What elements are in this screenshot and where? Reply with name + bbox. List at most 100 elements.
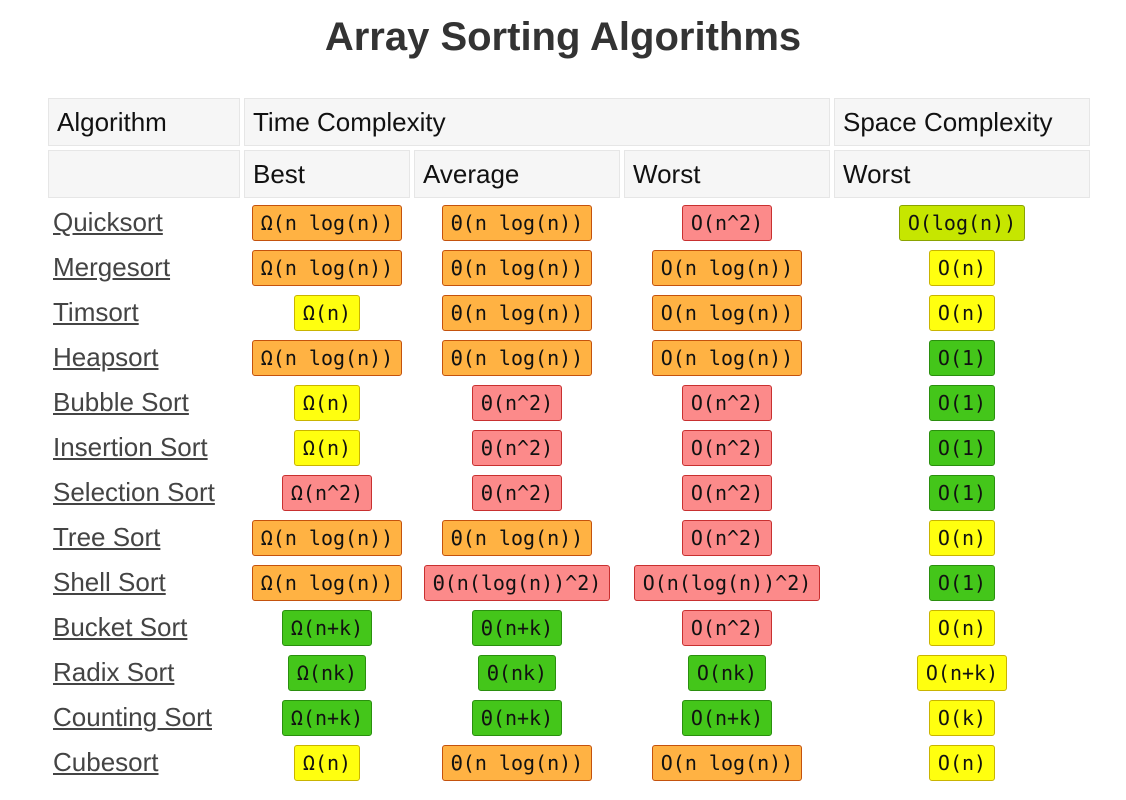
best-case-cell: Ω(n+k)	[244, 697, 410, 738]
algorithm-link-selection-sort[interactable]: Selection Sort	[53, 477, 215, 507]
average-case-badge: Θ(n log(n))	[441, 249, 593, 286]
table-row-cubesort: Cubesort Ω(n) Θ(n log(n)) O(n log(n)) O(n)	[48, 742, 1090, 783]
best-case-badge: Ω(n log(n))	[251, 339, 403, 376]
table-row-radix-sort: Radix Sort Ω(nk) Θ(nk) O(nk) O(n+k)	[48, 652, 1090, 693]
worst-case-badge: O(n(log(n))^2)	[633, 564, 821, 601]
space-worst-case-badge: O(1)	[928, 384, 996, 421]
worst-case-badge: O(n log(n))	[651, 249, 803, 286]
table-row-quicksort: Quicksort Ω(n log(n)) Θ(n log(n)) O(n^2) O(l…	[48, 202, 1090, 243]
best-case-badge: Ω(n log(n))	[251, 204, 403, 241]
best-case-cell: Ω(n)	[244, 292, 410, 333]
space-worst-case-cell: O(n)	[834, 292, 1090, 333]
algorithm-cell: Selection Sort	[48, 472, 240, 513]
algorithm-link-insertion-sort[interactable]: Insertion Sort	[53, 432, 208, 462]
header-algorithm: Algorithm	[48, 98, 240, 146]
best-case-cell: Ω(n)	[244, 382, 410, 423]
best-case-badge: Ω(n)	[293, 294, 361, 331]
average-case-cell: Θ(n log(n))	[414, 742, 620, 783]
best-case-badge: Ω(n)	[293, 429, 361, 466]
average-case-cell: Θ(n log(n))	[414, 202, 620, 243]
space-worst-case-badge: O(n+k)	[916, 654, 1008, 691]
average-case-badge: Θ(n log(n))	[441, 204, 593, 241]
space-worst-case-cell: O(1)	[834, 472, 1090, 513]
worst-case-cell: O(n^2)	[624, 472, 830, 513]
worst-case-cell: O(n^2)	[624, 607, 830, 648]
space-worst-case-cell: O(n+k)	[834, 652, 1090, 693]
space-worst-case-cell: O(n)	[834, 742, 1090, 783]
best-case-badge: Ω(n^2)	[281, 474, 373, 511]
average-case-badge: Θ(n(log(n))^2)	[423, 564, 611, 601]
algorithm-cell: Cubesort	[48, 742, 240, 783]
average-case-badge: Θ(n^2)	[471, 429, 563, 466]
algorithm-cell: Shell Sort	[48, 562, 240, 603]
header-time-complexity: Time Complexity	[244, 98, 830, 146]
algorithm-link-timsort[interactable]: Timsort	[53, 297, 139, 327]
space-worst-case-cell: O(n)	[834, 247, 1090, 288]
worst-case-cell: O(n^2)	[624, 382, 830, 423]
average-case-badge: Θ(n log(n))	[441, 294, 593, 331]
worst-case-cell: O(n^2)	[624, 517, 830, 558]
algorithm-link-cubesort[interactable]: Cubesort	[53, 747, 159, 777]
best-case-badge: Ω(n log(n))	[251, 564, 403, 601]
worst-case-badge: O(n^2)	[681, 384, 773, 421]
algorithm-link-tree-sort[interactable]: Tree Sort	[53, 522, 161, 552]
algorithm-cell: Bucket Sort	[48, 607, 240, 648]
algorithm-cell: Heapsort	[48, 337, 240, 378]
space-worst-case-cell: O(1)	[834, 337, 1090, 378]
worst-case-badge: O(n^2)	[681, 474, 773, 511]
algorithm-cell: Quicksort	[48, 202, 240, 243]
header-row-cases: Best Average Worst Worst	[48, 150, 1090, 198]
best-case-cell: Ω(n log(n))	[244, 337, 410, 378]
best-case-cell: Ω(n)	[244, 742, 410, 783]
table-row-mergesort: Mergesort Ω(n log(n)) Θ(n log(n)) O(n log(n…	[48, 247, 1090, 288]
worst-case-cell: O(nk)	[624, 652, 830, 693]
average-case-badge: Θ(nk)	[477, 654, 557, 691]
algorithm-cell: Counting Sort	[48, 697, 240, 738]
algorithm-link-quicksort[interactable]: Quicksort	[53, 207, 163, 237]
space-worst-case-badge: O(n)	[928, 744, 996, 781]
algorithm-cell: Insertion Sort	[48, 427, 240, 468]
space-worst-case-badge: O(n)	[928, 249, 996, 286]
average-case-cell: Θ(n^2)	[414, 427, 620, 468]
space-worst-case-badge: O(1)	[928, 474, 996, 511]
table-row-tree-sort: Tree Sort Ω(n log(n)) Θ(n log(n)) O(n^2) O(n…	[48, 517, 1090, 558]
algorithm-cell: Timsort	[48, 292, 240, 333]
average-case-cell: Θ(n log(n))	[414, 517, 620, 558]
algorithm-link-radix-sort[interactable]: Radix Sort	[53, 657, 175, 687]
table-row-bubble-sort: Bubble Sort Ω(n) Θ(n^2) O(n^2) O(1)	[48, 382, 1090, 423]
worst-case-cell: O(n(log(n))^2)	[624, 562, 830, 603]
table-row-insertion-sort: Insertion Sort Ω(n) Θ(n^2) O(n^2) O(1)	[48, 427, 1090, 468]
worst-case-badge: O(nk)	[687, 654, 767, 691]
space-worst-case-badge: O(1)	[928, 339, 996, 376]
worst-case-badge: O(n log(n))	[651, 294, 803, 331]
worst-case-badge: O(n^2)	[681, 519, 773, 556]
table-row-counting-sort: Counting Sort Ω(n+k) Θ(n+k) O(n+k) O(k)	[48, 697, 1090, 738]
space-worst-case-badge: O(1)	[928, 429, 996, 466]
page-title: Array Sorting Algorithms	[324, 15, 802, 59]
average-case-badge: Θ(n^2)	[471, 384, 563, 421]
space-worst-case-cell: O(k)	[834, 697, 1090, 738]
header-space-worst: Worst	[834, 150, 1090, 198]
algorithm-link-bubble-sort[interactable]: Bubble Sort	[53, 387, 189, 417]
algorithm-link-counting-sort[interactable]: Counting Sort	[53, 702, 212, 732]
worst-case-cell: O(n log(n))	[624, 337, 830, 378]
algorithm-link-shell-sort[interactable]: Shell Sort	[53, 567, 166, 597]
table-header: Algorithm Time Complexity Space Complexi…	[48, 98, 1090, 198]
best-case-badge: Ω(n+k)	[281, 609, 373, 646]
algorithm-link-bucket-sort[interactable]: Bucket Sort	[53, 612, 188, 642]
average-case-cell: Θ(n log(n))	[414, 292, 620, 333]
space-worst-case-cell: O(log(n))	[834, 202, 1090, 243]
space-worst-case-cell: O(n)	[834, 607, 1090, 648]
algorithm-cell: Mergesort	[48, 247, 240, 288]
best-case-badge: Ω(n log(n))	[251, 249, 403, 286]
worst-case-badge: O(n log(n))	[651, 744, 803, 781]
best-case-cell: Ω(n)	[244, 427, 410, 468]
space-worst-case-badge: O(n)	[928, 609, 996, 646]
algorithm-link-mergesort[interactable]: Mergesort	[53, 252, 171, 282]
best-case-badge: Ω(nk)	[287, 654, 367, 691]
algorithm-link-heapsort[interactable]: Heapsort	[53, 342, 159, 372]
average-case-badge: Θ(n^2)	[471, 474, 563, 511]
space-worst-case-badge: O(k)	[928, 699, 996, 736]
best-case-badge: Ω(n+k)	[281, 699, 373, 736]
header-empty	[48, 150, 240, 198]
